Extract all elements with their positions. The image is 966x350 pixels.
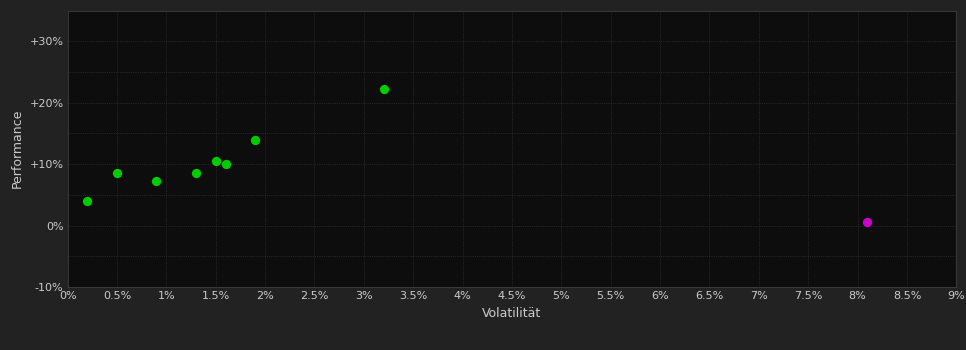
Point (247, 137, 263, 142)
Point (208, 158, 223, 164)
Point (109, 170, 125, 176)
Y-axis label: Performance: Performance (11, 109, 24, 188)
Point (149, 178, 164, 184)
Point (188, 170, 204, 176)
X-axis label: Volatilität: Volatilität (482, 307, 542, 320)
Point (218, 161, 234, 167)
Point (376, 86, 391, 92)
Point (860, 220, 875, 225)
Point (79, 198, 95, 204)
